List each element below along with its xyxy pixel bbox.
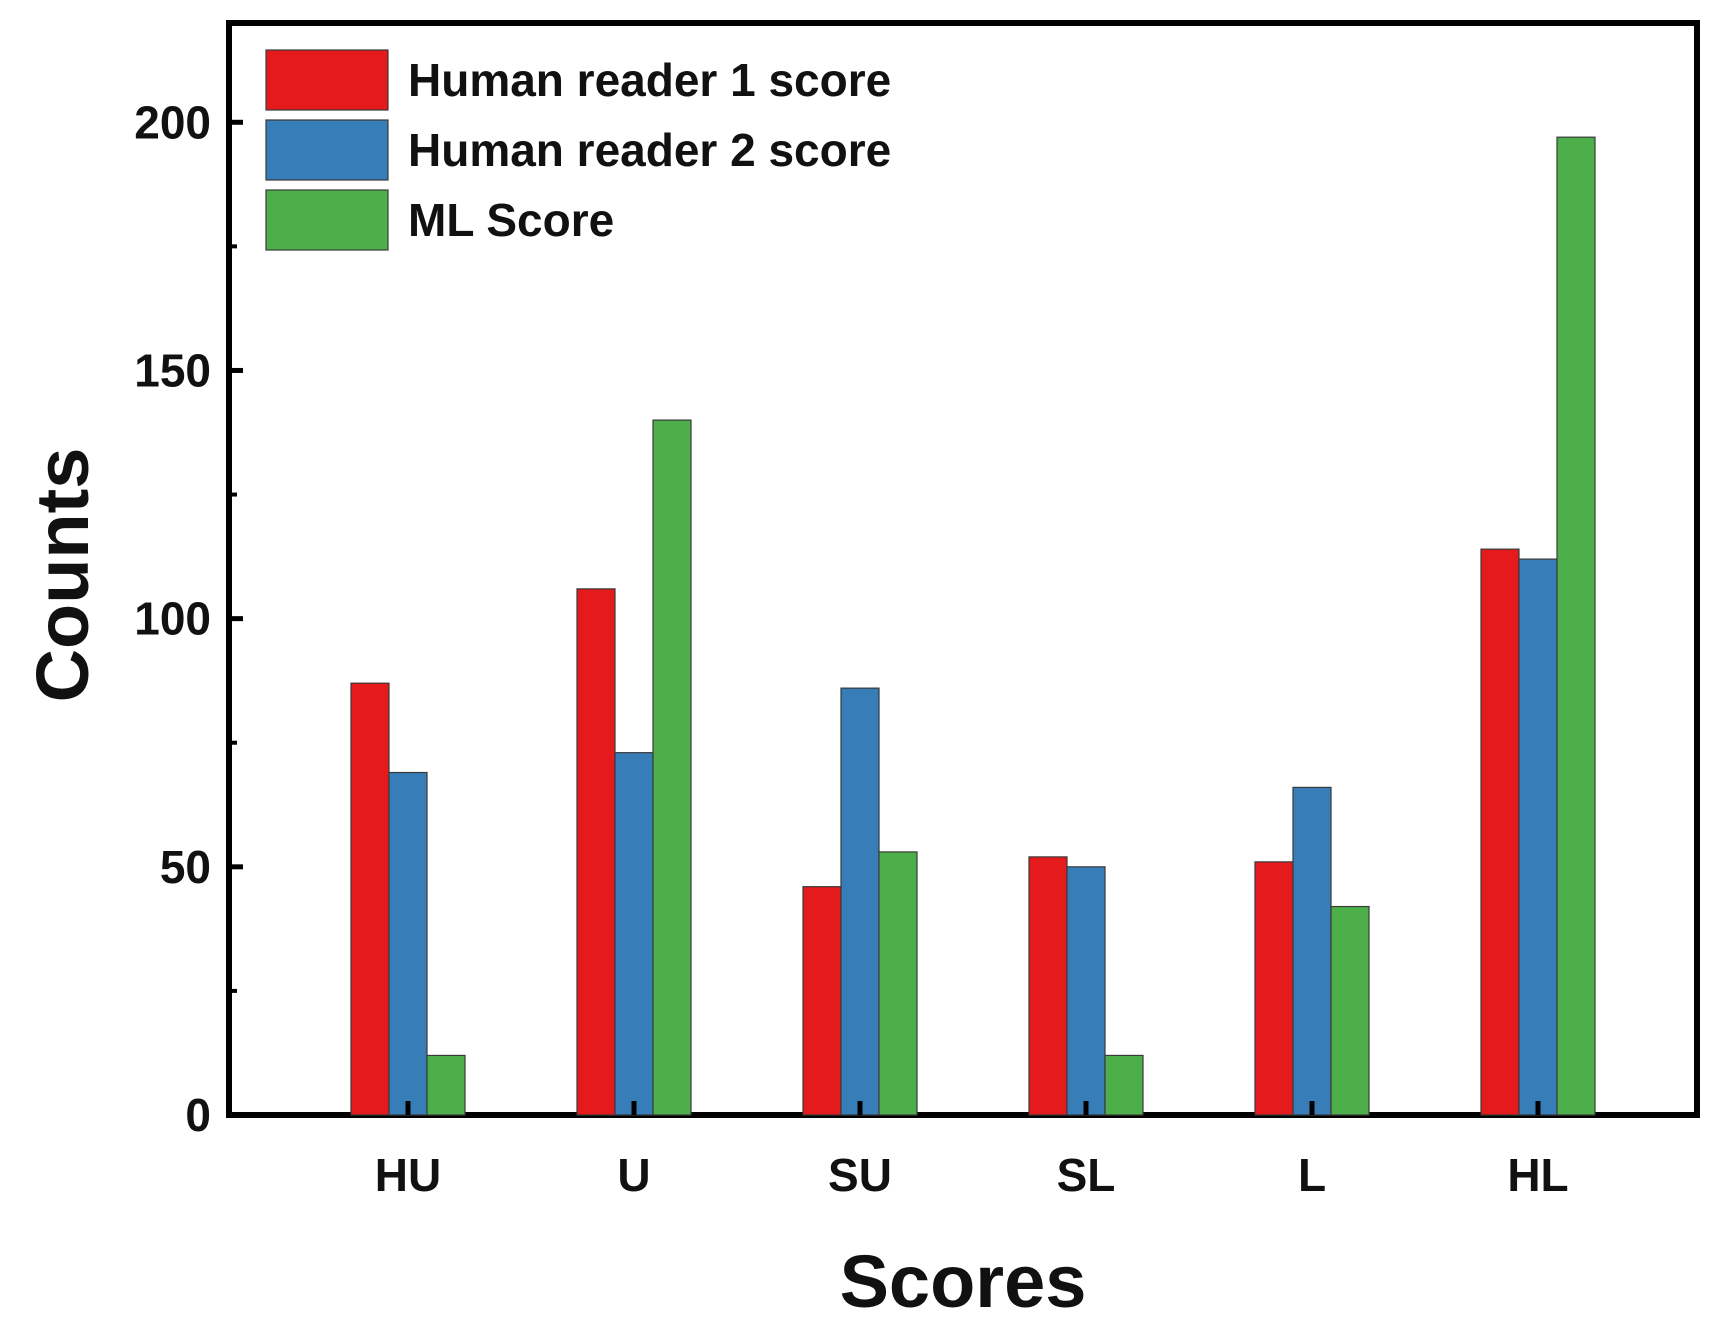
y-tick-label: 200 [134,96,211,148]
x-tick-label: U [617,1149,650,1201]
legend-swatch-1 [265,49,389,111]
bar-hu-series-1 [350,682,390,1116]
bar-hl-series-3 [1556,136,1596,1116]
x-axis-title: Scores [840,1240,1087,1323]
bar-su-series-3 [878,851,918,1116]
legend-label-2: Human reader 2 score [408,124,891,176]
bar-sl-series-2 [1066,866,1106,1116]
y-tick-label: 50 [160,841,211,893]
axes: 0 50 100 150 200 HU U SU SL L HL [134,96,1568,1201]
y-tick-label: 150 [134,344,211,396]
legend-swatch-3 [265,189,389,251]
bar-sl-series-1 [1028,856,1068,1116]
bar-l-series-2 [1292,786,1332,1116]
plot-frame [226,20,1700,1118]
bar-hl-series-1 [1480,548,1520,1116]
legend-label-1: Human reader 1 score [408,54,891,106]
bar-l-series-1 [1254,861,1294,1116]
bar-sl-series-3 [1104,1054,1144,1116]
x-tick-label: L [1298,1149,1326,1201]
bar-su-series-2 [840,687,880,1116]
x-tick-label: SU [828,1149,892,1201]
bar-u-series-2 [614,752,654,1116]
bar-u-series-1 [576,588,616,1116]
x-tick-label: HU [375,1149,441,1201]
plot-area [226,20,1700,1118]
bar-hl-series-2 [1518,558,1558,1116]
bar-hu-series-3 [426,1054,466,1116]
y-tick-label: 0 [185,1089,211,1141]
bar-su-series-1 [802,886,842,1116]
legend-swatch-2 [265,119,389,181]
bar-u-series-3 [652,419,692,1116]
bar-l-series-3 [1330,905,1370,1116]
bar-hu-series-2 [388,771,428,1116]
legend: Human reader 1 score Human reader 2 score… [265,49,891,251]
x-tick-label: HL [1507,1149,1568,1201]
y-axis-title: Counts [21,448,104,703]
bars [350,136,1596,1116]
x-tick-label: SL [1057,1149,1116,1201]
legend-label-3: ML Score [408,194,614,246]
y-tick-label: 100 [134,593,211,645]
